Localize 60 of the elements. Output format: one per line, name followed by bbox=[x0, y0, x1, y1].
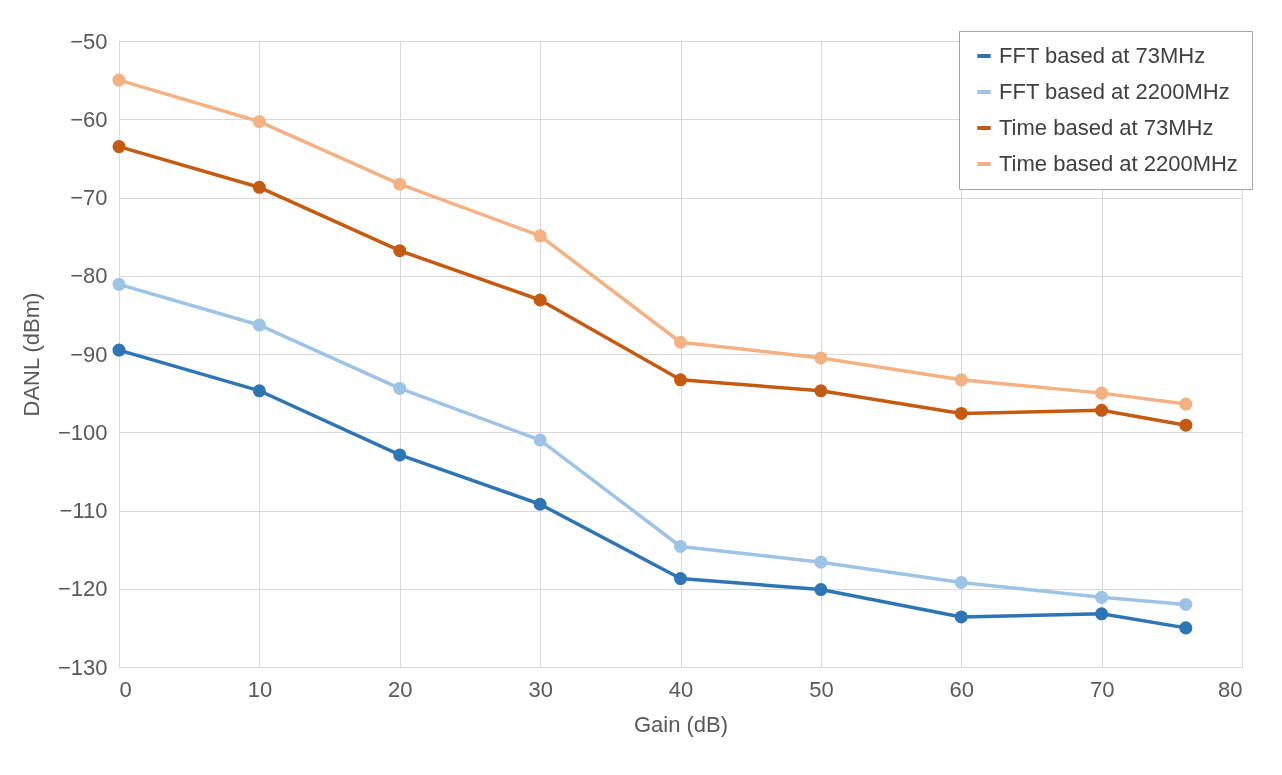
point bbox=[252, 384, 266, 398]
point bbox=[814, 384, 828, 398]
point bbox=[533, 433, 547, 447]
point bbox=[1179, 397, 1193, 411]
y-tick-label: −50 bbox=[70, 28, 108, 54]
x-tick-label: 80 bbox=[1218, 676, 1243, 702]
point bbox=[252, 318, 266, 332]
legend-label: FFT based at 2200MHz bbox=[999, 79, 1230, 104]
y-tick-label: −100 bbox=[57, 419, 108, 445]
y-tick-label: −70 bbox=[70, 185, 108, 210]
y-tick-label: −110 bbox=[59, 498, 108, 523]
x-axis-title: Gain (dB) bbox=[633, 711, 729, 737]
point bbox=[112, 73, 126, 87]
x-tick-label: 40 bbox=[668, 676, 694, 702]
point bbox=[673, 373, 688, 387]
point bbox=[1179, 418, 1193, 432]
point bbox=[954, 406, 968, 420]
point bbox=[814, 351, 828, 365]
point bbox=[954, 575, 968, 589]
y-tick-label: −130 bbox=[57, 654, 108, 680]
point bbox=[954, 373, 968, 387]
point bbox=[1179, 621, 1193, 635]
point bbox=[112, 277, 126, 291]
point bbox=[814, 583, 828, 597]
point bbox=[1095, 403, 1109, 417]
y-tick-label: −90 bbox=[70, 341, 108, 367]
point bbox=[1095, 386, 1109, 400]
point bbox=[1095, 607, 1109, 621]
point bbox=[673, 335, 688, 349]
point bbox=[393, 177, 407, 191]
y-tick-label: −120 bbox=[57, 576, 108, 602]
point bbox=[393, 381, 407, 395]
x-tick-label: 20 bbox=[388, 676, 413, 702]
point bbox=[393, 244, 407, 258]
legend-label: FFT based at 73MHz bbox=[999, 43, 1206, 68]
x-tick-label: 0 bbox=[119, 676, 132, 702]
point bbox=[1179, 597, 1193, 611]
point bbox=[533, 293, 547, 307]
y-tick-label: −60 bbox=[70, 106, 108, 132]
point bbox=[1095, 590, 1109, 604]
point bbox=[954, 610, 968, 624]
point bbox=[814, 555, 828, 569]
point bbox=[533, 229, 547, 243]
point bbox=[673, 539, 688, 553]
legend-label: Time based at 2200MHz bbox=[999, 151, 1238, 176]
x-tick-label: 70 bbox=[1089, 676, 1115, 702]
point bbox=[252, 180, 266, 194]
point bbox=[112, 140, 126, 154]
x-tick-label: 60 bbox=[949, 676, 974, 702]
x-tick-label: 30 bbox=[528, 676, 553, 702]
y-tick-label: −80 bbox=[70, 263, 108, 289]
legend-label: Time based at 73MHz bbox=[999, 115, 1214, 140]
point bbox=[393, 448, 407, 462]
y-axis-title: DANL (dBm) bbox=[18, 292, 44, 417]
point bbox=[112, 343, 126, 357]
x-tick-label: 50 bbox=[809, 676, 834, 702]
x-tick-label: 10 bbox=[247, 676, 273, 702]
point bbox=[252, 115, 266, 129]
point bbox=[673, 572, 688, 586]
point bbox=[533, 497, 547, 511]
